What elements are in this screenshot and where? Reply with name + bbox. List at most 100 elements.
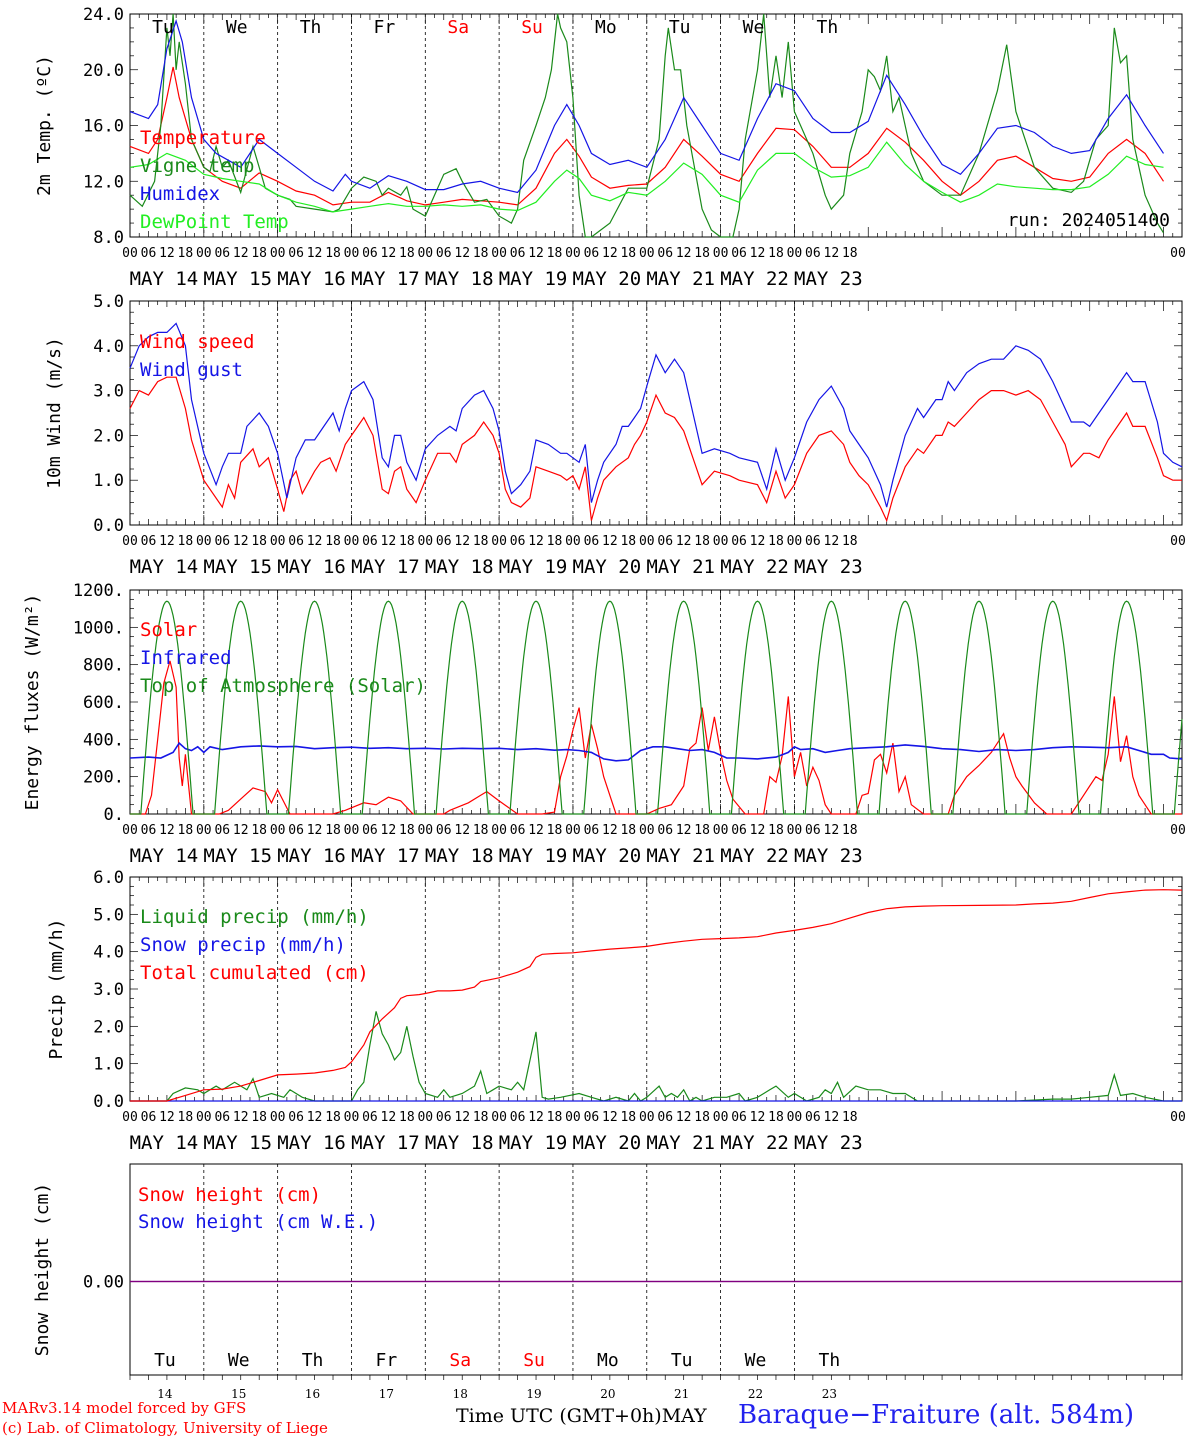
- panel-4-hour-label: 00: [344, 1110, 360, 1125]
- panel-4-hour-label: 00: [1170, 1110, 1186, 1125]
- month-label: MAY: [661, 1405, 707, 1427]
- panel-5-weekday-label: Th: [302, 1350, 324, 1371]
- panel-3-date-label: MAY 16: [277, 845, 346, 867]
- panel-4-hour-label: 00: [713, 1110, 729, 1125]
- panel-1-hour-label: 00: [491, 246, 507, 261]
- panel-2-hour-label: 12: [528, 534, 544, 549]
- panel-3-series-line: [130, 660, 1182, 815]
- panel-2-hour-label: 06: [657, 534, 673, 549]
- panel-4-y-tick-label: 4.0: [93, 943, 124, 963]
- panel-1-date-label: MAY 15: [203, 268, 272, 290]
- panel-2-hour-label: 12: [750, 534, 766, 549]
- panel-1-weekday-label: Tu: [669, 17, 691, 38]
- day-number-label: 22: [748, 1387, 763, 1401]
- panel-4-y-axis-label: Precip (mm/h): [46, 919, 67, 1060]
- panel-3-legend-entry: Top of Atmosphere (Solar): [140, 675, 426, 697]
- panel-3-hour-label: 12: [307, 823, 323, 838]
- panel-1-y-tick-label: 8.0: [93, 228, 124, 248]
- panel-1-hour-label: 00: [417, 246, 433, 261]
- panel-2-hour-label: 06: [362, 534, 378, 549]
- panel-4-date-label: MAY 16: [277, 1132, 346, 1154]
- panel-4-y-tick-label: 6.0: [93, 868, 124, 888]
- panel-1-hour-label: 00: [639, 246, 655, 261]
- panel-1-date-label: MAY 20: [573, 268, 642, 290]
- model-credit: MARv3.14 model forced by GFS: [2, 1399, 247, 1417]
- panel-1-y-tick-label: 12.0: [83, 172, 124, 192]
- panel-1-date-label: MAY 16: [277, 268, 346, 290]
- panel-5-weekday-label: Sa: [449, 1350, 471, 1371]
- panel-3-y-tick-label: 400.: [83, 730, 124, 750]
- panel-3-hour-label: 06: [141, 823, 157, 838]
- panel-4-hour-label: 06: [362, 1110, 378, 1125]
- panel-4-date-label: MAY 15: [203, 1132, 272, 1154]
- panel-4-date-label: MAY 21: [646, 1132, 715, 1154]
- panel-2-hour-label: 00: [787, 534, 803, 549]
- panel-2-hour-label: 06: [805, 534, 821, 549]
- panel-3-y-tick-label: 600.: [83, 693, 124, 713]
- panel-2-hour-label: 00: [491, 534, 507, 549]
- day-number-label: 15: [231, 1387, 246, 1401]
- panel-3-date-label: MAY 15: [203, 845, 272, 867]
- panel-3-hour-label: 18: [473, 823, 489, 838]
- panel-3-hour-label: 06: [288, 823, 304, 838]
- panel-4-y-tick-label: 0.0: [93, 1092, 124, 1112]
- panel-4-hour-label: 06: [657, 1110, 673, 1125]
- panel-4-hour-label: 12: [528, 1110, 544, 1125]
- panel-5-weekday-label: Mo: [597, 1350, 619, 1371]
- panel-3-hour-label: 06: [436, 823, 452, 838]
- panel-3-date-label: MAY 23: [794, 845, 863, 867]
- panel-2-hour-label: 00: [713, 534, 729, 549]
- panel-2-hour-label: 18: [768, 534, 784, 549]
- panel-2-hour-label: 00: [344, 534, 360, 549]
- panel-1-weekday-label: Th: [300, 17, 322, 38]
- panel-1-date-label: MAY 18: [425, 268, 494, 290]
- panel-4-hour-label: 06: [731, 1110, 747, 1125]
- panel-3-date-label: MAY 21: [646, 845, 715, 867]
- panel-3-date-label: MAY 17: [351, 845, 420, 867]
- panel-2-hour-label: 12: [602, 534, 618, 549]
- panel-1-series-line: [129, 13, 1165, 238]
- panel-1-hour-label: 12: [750, 246, 766, 261]
- panel-3-hour-label: 18: [620, 823, 636, 838]
- panel-1-weekday-label: We: [226, 17, 248, 38]
- panel-4-y-tick-label: 3.0: [93, 980, 124, 1000]
- panel-2-hour-label: 18: [842, 534, 858, 549]
- panel-1-hour-label: 12: [824, 246, 840, 261]
- panel-3-hour-label: 12: [676, 823, 692, 838]
- panel-2-legend-entry: Wind gust: [140, 359, 243, 381]
- panel-4-hour-label: 06: [214, 1110, 230, 1125]
- panel-1-hour-label: 00: [344, 246, 360, 261]
- panel-5-weekday-label: Fr: [376, 1350, 398, 1371]
- panel-2-hour-label: 12: [824, 534, 840, 549]
- panel-1-weekday-label: We: [743, 17, 765, 38]
- panel-2-hour-label: 00: [639, 534, 655, 549]
- panel-5-weekday-label: Su: [523, 1350, 545, 1371]
- panel-2-date-label: MAY 14: [130, 556, 199, 578]
- panel-1-hour-label: 06: [214, 246, 230, 261]
- panel-3-hour-label: 06: [657, 823, 673, 838]
- panel-1-weekday-label: Mo: [595, 17, 617, 38]
- panel-1-date-label: MAY 22: [720, 268, 789, 290]
- panel-3-hour-label: 18: [325, 823, 341, 838]
- panel-1-date-label: MAY 21: [646, 268, 715, 290]
- panel-1-hour-label: 00: [122, 246, 138, 261]
- panel-5-weekday-label: We: [745, 1350, 767, 1371]
- panel-3-hour-label: 18: [768, 823, 784, 838]
- panel-3-hour-label: 06: [510, 823, 526, 838]
- panel-4-hour-label: 06: [436, 1110, 452, 1125]
- panel-3-hour-label: 18: [251, 823, 267, 838]
- panel-2-hour-label: 00: [270, 534, 286, 549]
- panel-2-hour-label: 12: [676, 534, 692, 549]
- panel-3-series-line: [129, 741, 1183, 762]
- panel-1-hour-label: 18: [768, 246, 784, 261]
- panel-4-date-label: MAY 18: [425, 1132, 494, 1154]
- panel-3-hour-label: 00: [344, 823, 360, 838]
- panel-4-hour-label: 12: [824, 1110, 840, 1125]
- day-number-label: 21: [674, 1387, 689, 1401]
- panel-3-hour-label: 00: [565, 823, 581, 838]
- panel-2-hour-label: 18: [547, 534, 563, 549]
- panel-1-hour-label: 12: [159, 246, 175, 261]
- panel-5-legend-entry: Snow height (cm W.E.): [138, 1211, 378, 1233]
- panel-2-hour-label: 12: [381, 534, 397, 549]
- panel-3-hour-label: 00: [122, 823, 138, 838]
